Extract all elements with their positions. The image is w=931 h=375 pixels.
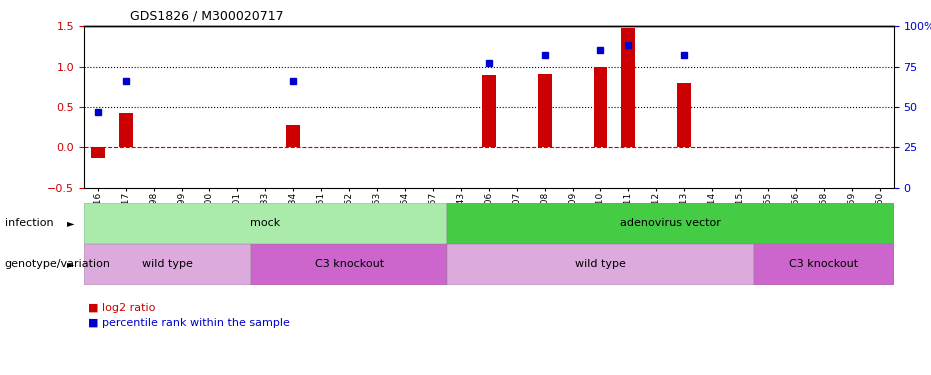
Text: adenovirus vector: adenovirus vector [620, 218, 721, 228]
Bar [118, 113, 132, 147]
Bar [447, 202, 894, 244]
Text: GDS1826 / M300020717: GDS1826 / M300020717 [130, 9, 284, 22]
Bar [594, 67, 607, 147]
Text: ►: ► [67, 260, 74, 269]
Text: ■ percentile rank within the sample: ■ percentile rank within the sample [88, 318, 290, 328]
Bar [90, 147, 104, 158]
Bar [537, 74, 551, 147]
Bar [286, 125, 300, 147]
Text: wild type: wild type [575, 260, 626, 269]
Bar [447, 244, 754, 285]
Bar [84, 244, 251, 285]
Text: genotype/variation: genotype/variation [5, 260, 111, 269]
Bar [754, 244, 894, 285]
Text: infection: infection [5, 218, 53, 228]
Text: ►: ► [67, 218, 74, 228]
Text: ■ log2 ratio: ■ log2 ratio [88, 303, 155, 313]
Text: mock: mock [250, 218, 280, 228]
Text: C3 knockout: C3 knockout [315, 260, 384, 269]
Text: C3 knockout: C3 knockout [789, 260, 858, 269]
Text: wild type: wild type [142, 260, 193, 269]
Bar [251, 244, 447, 285]
Bar [84, 202, 447, 244]
Bar [678, 84, 691, 147]
Bar [622, 28, 635, 147]
Bar [482, 75, 495, 147]
